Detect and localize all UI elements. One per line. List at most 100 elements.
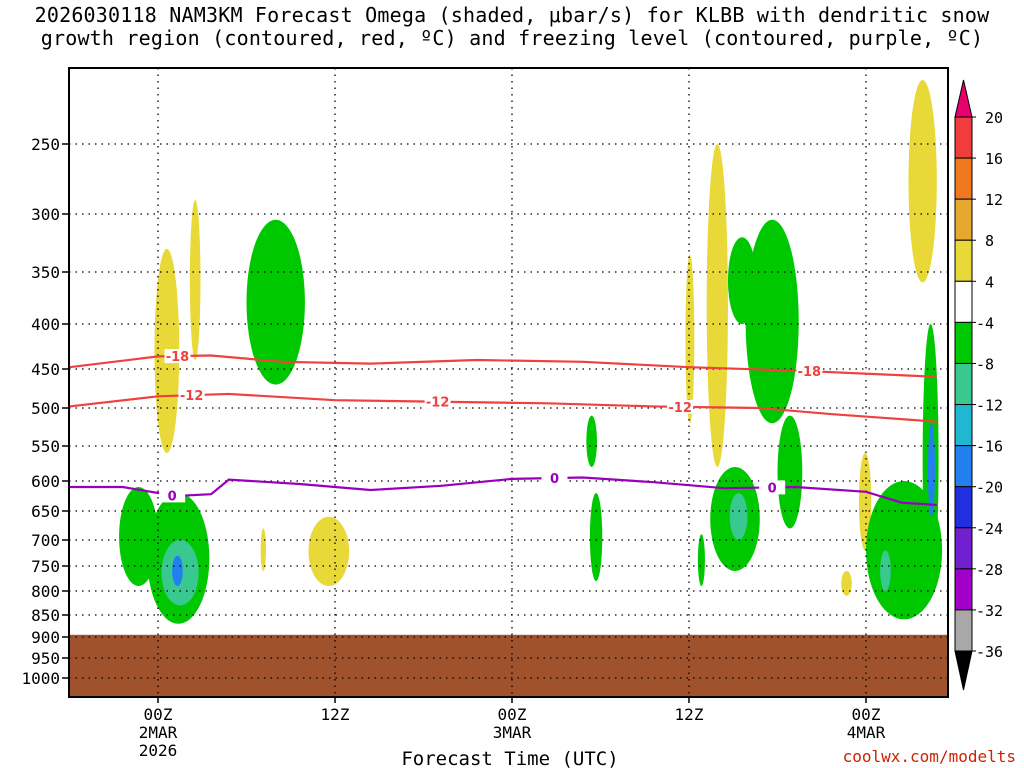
gridlines	[69, 68, 948, 697]
contour-label-0C-1: 0	[550, 472, 559, 487]
colorbar-label-3: 8	[985, 232, 994, 250]
colorbar-box-1	[954, 157, 973, 200]
y-tick-label-950: 950	[31, 649, 60, 668]
colorbar-label-2: 12	[985, 191, 1003, 209]
colorbar-label-13: -36	[976, 643, 1003, 661]
y-tick-label-650: 650	[31, 502, 60, 521]
y-tick-label-350: 350	[31, 263, 60, 282]
x-tick-sub-20: 3MAR	[493, 723, 532, 742]
x-tick-label-10: 12Z	[321, 705, 350, 724]
omega-region-4	[246, 219, 305, 385]
colorbar-box-9	[954, 486, 973, 529]
omega-region-20	[858, 453, 872, 551]
omega-region-9	[685, 254, 695, 424]
contour-label-bg	[541, 471, 568, 486]
colorbar-bottom-triangle	[954, 650, 973, 691]
colorbar-box-3	[954, 239, 973, 282]
y-tick-label-700: 700	[31, 531, 60, 550]
colorbar-label-0: 20	[985, 109, 1003, 127]
contour-label-bg	[796, 364, 823, 379]
colorbar-box-6	[954, 362, 973, 406]
y-tick-label-1000: 1000	[21, 669, 60, 688]
title-line-2: growth region (contoured, red, ºC) and f…	[40, 26, 984, 50]
x-tick-sub2-0: 2026	[139, 741, 178, 760]
omega-region-22	[880, 550, 891, 591]
x-tick-label-40: 00Z	[852, 705, 881, 724]
omega-region-25	[927, 423, 936, 517]
colorbar-label-12: -32	[976, 602, 1003, 620]
x-tick-label-20: 00Z	[498, 705, 527, 724]
y-tick-label-450: 450	[31, 360, 60, 379]
plot-frame	[68, 67, 949, 698]
contour-label-bg	[759, 480, 786, 495]
colorbar-box-11	[954, 568, 973, 611]
colorbar-box-4	[954, 280, 973, 323]
contour-label-0C-0: 0	[168, 489, 177, 504]
colorbar-label-10: -24	[976, 520, 1003, 538]
contour-0C	[69, 476, 937, 507]
omega-region-19	[841, 571, 852, 596]
colorbar-label-1: 16	[985, 150, 1003, 168]
x-tick-label-0: 00Z	[144, 705, 173, 724]
colorbar: 20 16 12 8 4 -4 -8 -12 -16 -20 -24 -28 -32 -36	[954, 79, 1003, 691]
ground-fill	[69, 634, 948, 697]
colorbar-label-9: -20	[976, 479, 1003, 497]
x-tick-label-30: 12Z	[675, 705, 704, 724]
y-tick-label-600: 600	[31, 472, 60, 491]
colorbar-box-0	[954, 116, 973, 159]
omega-region-13	[777, 415, 803, 529]
omega-region-3	[260, 528, 266, 571]
colorbar-box-12	[954, 609, 973, 652]
y-tick-label-850: 850	[31, 606, 60, 625]
x-axis-label: Forecast Time (UTC)	[401, 748, 618, 768]
contour-label--12C-0: -12	[180, 389, 204, 404]
omega-region-12	[727, 237, 757, 324]
omega-region-23	[908, 80, 937, 283]
contour-label-bg	[159, 488, 186, 503]
contour-label--18C-1: -18	[798, 365, 822, 380]
y-tick-label-750: 750	[31, 557, 60, 576]
omega-shading	[119, 80, 943, 624]
contour-label-bg	[164, 349, 191, 364]
contour-label-0C-2: 0	[768, 481, 777, 496]
omega-region-1	[189, 200, 201, 360]
omega-region-8	[172, 555, 183, 586]
omega-region-17	[589, 493, 603, 581]
colorbar-label-8: -16	[976, 438, 1003, 456]
omega-region-16	[586, 415, 597, 467]
colorbar-box-8	[954, 445, 973, 488]
contour--18C	[69, 354, 937, 378]
colorbar-label-5: -4	[976, 314, 994, 332]
contour-label--12C-1: -12	[426, 396, 450, 411]
contour-label-bg	[424, 394, 451, 409]
colorbar-top-triangle	[954, 79, 973, 118]
omega-region-18	[697, 534, 705, 586]
y-axis: 250 300 350 400 450 500 550 600 650 700 750 800 850 9…	[21, 135, 69, 688]
colorbar-label-6: -8	[976, 355, 994, 373]
omega-region-11	[745, 219, 799, 424]
colorbar-box-5	[954, 321, 973, 364]
y-tick-label-800: 800	[31, 582, 60, 601]
colorbar-label-7: -12	[976, 397, 1003, 415]
colorbar-label-4: 4	[985, 273, 994, 291]
y-tick-label-300: 300	[31, 205, 60, 224]
y-tick-label-900: 900	[31, 628, 60, 647]
colorbar-box-7	[954, 404, 973, 447]
contour-label-bg	[667, 399, 694, 414]
colorbar-box-10	[954, 527, 973, 570]
x-tick-sub-0: 2MAR	[139, 723, 178, 742]
omega-region-15	[729, 493, 748, 540]
contour-label--18C-0: -18	[166, 350, 190, 365]
contour-label-bg	[178, 388, 205, 403]
omega-region-2	[308, 516, 350, 587]
title-line-1: 2026030118 NAM3KM Forecast Omega (shaded…	[34, 3, 990, 27]
colorbar-box-2	[954, 198, 973, 241]
y-tick-label-400: 400	[31, 315, 60, 334]
contours: -18 -18 -12 -12 -12 0 0 0	[69, 349, 937, 507]
credit-link[interactable]: coolwx.com/modelts	[842, 747, 1016, 766]
omega-region-10	[706, 144, 728, 467]
y-tick-label-250: 250	[31, 135, 60, 154]
x-tick-sub-40: 4MAR	[847, 723, 886, 742]
